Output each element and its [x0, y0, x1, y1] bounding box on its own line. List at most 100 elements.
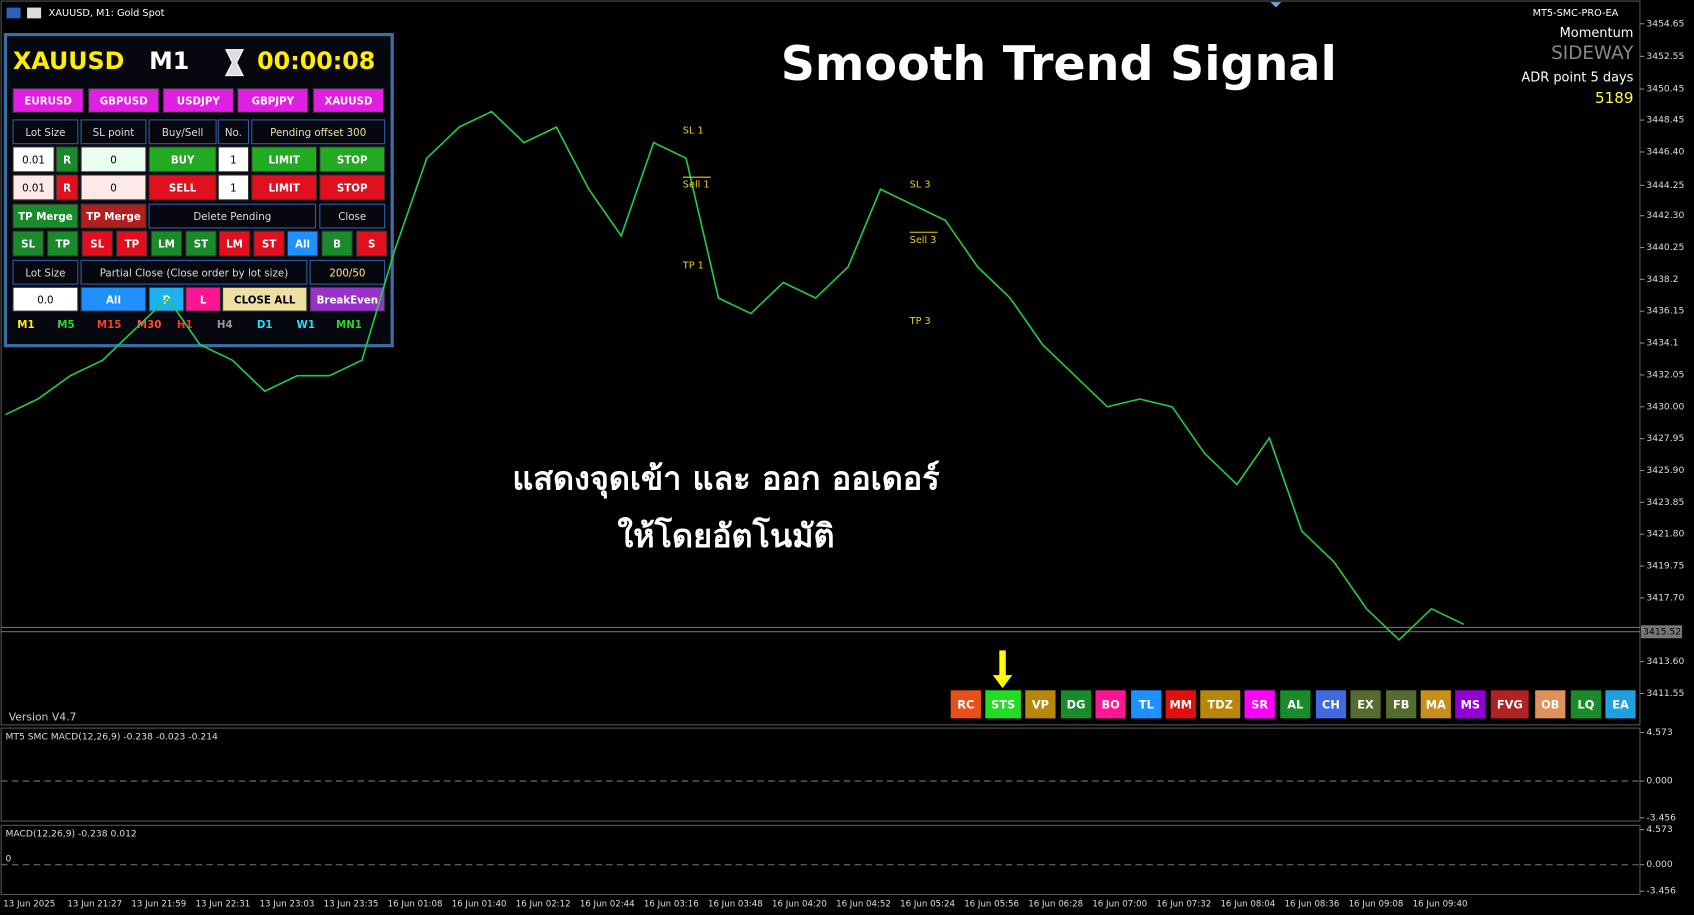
cell-label: L: [200, 294, 207, 306]
panel-cell: Partial Close (Close order by lot size): [80, 259, 308, 285]
cell-label: 0: [110, 154, 117, 166]
timeframe-button[interactable]: MN1: [336, 319, 362, 331]
tool-button[interactable]: LQ: [1570, 690, 1602, 719]
x-tick-label: 13 Jun 23:35: [324, 900, 379, 910]
panel-cell[interactable]: SL: [81, 230, 113, 257]
tool-button[interactable]: VP: [1025, 690, 1056, 719]
cell-label: 0: [110, 183, 117, 195]
panel-cell[interactable]: L: [185, 286, 221, 312]
timeframe-button[interactable]: H4: [217, 319, 233, 331]
panel-cell[interactable]: R: [55, 174, 79, 201]
cell-bg: [148, 203, 317, 229]
tool-button[interactable]: FVG: [1490, 690, 1529, 719]
version: Version V4.7: [9, 710, 77, 723]
panel-cell[interactable]: SL: [12, 230, 44, 257]
panel-cell[interactable]: 0: [80, 146, 147, 173]
cell-bg: [217, 119, 250, 145]
ea-name: MT5-SMC-PRO-EA: [1533, 8, 1619, 19]
panel-cell[interactable]: SELL: [148, 174, 217, 201]
panel-cell[interactable]: STOP: [319, 146, 386, 173]
button-bg: [1315, 690, 1347, 719]
tool-button[interactable]: OB: [1535, 690, 1566, 719]
panel-cell[interactable]: 0.01: [12, 174, 55, 201]
tool-button[interactable]: STS: [985, 690, 1021, 719]
tool-button[interactable]: EX: [1350, 690, 1381, 719]
tool-button[interactable]: TL: [1131, 690, 1162, 719]
panel-cell[interactable]: ST: [253, 230, 285, 257]
panel-cell[interactable]: GBPUSD: [88, 88, 160, 113]
panel-cell[interactable]: USDJPY: [162, 88, 234, 113]
panel-cell[interactable]: Delete Pending: [148, 203, 317, 229]
timeframe-button[interactable]: M1: [17, 319, 34, 331]
panel-cell[interactable]: TP: [47, 230, 79, 257]
panel-cell[interactable]: S: [356, 230, 388, 257]
timeframe-button[interactable]: W1: [297, 319, 315, 331]
cell-label: ST: [194, 239, 208, 251]
cell-bg: [251, 174, 318, 201]
cell-bg: [55, 146, 79, 173]
panel-cell[interactable]: BreakEven: [309, 286, 386, 312]
panel-cell[interactable]: LIMIT: [251, 146, 318, 173]
price-line: [5, 110, 1465, 641]
panel-cell[interactable]: All: [286, 230, 319, 257]
panel-cell[interactable]: LIMIT: [251, 174, 318, 201]
panel-cell[interactable]: EURUSD: [12, 88, 84, 113]
cell-label: Close: [338, 211, 366, 223]
y-tick-label: 3430.00: [1646, 401, 1684, 412]
panel-cell[interactable]: Close: [319, 203, 386, 229]
cell-bg: [12, 119, 79, 145]
panel-cell[interactable]: 0.0: [12, 286, 79, 312]
cell-bg: [12, 88, 84, 113]
y-tick-label: 3425.90: [1646, 465, 1684, 476]
overlay-title: Smooth Trend Signal: [781, 37, 1337, 92]
timeframe-button[interactable]: M15: [97, 319, 121, 331]
panel-cell[interactable]: XAUUSD: [312, 88, 385, 113]
cell-bg: [12, 203, 79, 229]
tool-button[interactable]: TDZ: [1200, 690, 1241, 719]
shift-marker: [1270, 2, 1282, 8]
cell-bg: [148, 174, 217, 201]
tool-button[interactable]: DG: [1060, 690, 1092, 719]
panel-cell[interactable]: GBPJPY: [237, 88, 309, 113]
cell-label: R: [63, 154, 71, 166]
cell-label: P: [163, 294, 171, 306]
panel-cell[interactable]: R: [55, 146, 79, 173]
button-label: SR: [1251, 697, 1268, 711]
timeframe-button[interactable]: M30: [137, 319, 161, 331]
panel-cell[interactable]: 1: [217, 174, 250, 201]
tool-button[interactable]: BO: [1095, 690, 1126, 719]
timeframe-button[interactable]: H1: [177, 319, 193, 331]
panel-cell[interactable]: 0.01: [12, 146, 55, 173]
cell-bg: [218, 230, 251, 257]
button-bg: [1095, 690, 1126, 719]
panel-cell[interactable]: All: [80, 286, 147, 312]
panel-cell[interactable]: B: [321, 230, 353, 257]
button-label: TDZ: [1208, 697, 1233, 711]
tool-button[interactable]: MM: [1165, 690, 1196, 719]
panel-cell[interactable]: 1: [217, 146, 250, 173]
panel-cell[interactable]: TP Merge: [80, 203, 147, 229]
cell-bg: [217, 174, 250, 201]
panel-cell[interactable]: CLOSE ALL: [222, 286, 308, 312]
panel-cell[interactable]: ST: [185, 230, 217, 257]
timeframe-button[interactable]: M5: [57, 319, 74, 331]
panel-cell[interactable]: LM: [218, 230, 251, 257]
panel-cell[interactable]: LM: [150, 230, 183, 257]
tool-button[interactable]: AL: [1280, 690, 1311, 719]
panel-cell[interactable]: TP Merge: [12, 203, 79, 229]
tool-button[interactable]: CH: [1315, 690, 1347, 719]
panel-cell[interactable]: BUY: [148, 146, 217, 173]
timeframe-button[interactable]: D1: [257, 319, 273, 331]
tool-button[interactable]: MA: [1420, 690, 1451, 719]
tool-button[interactable]: FB: [1386, 690, 1417, 719]
window-title: XAUUSD, M1: Gold Spot: [49, 8, 165, 19]
y-tick-label: 3421.80: [1646, 529, 1684, 540]
tool-button[interactable]: SR: [1244, 690, 1275, 719]
tool-button[interactable]: MS: [1455, 690, 1486, 719]
panel-cell[interactable]: 0: [80, 174, 147, 201]
button-bg: [1165, 690, 1196, 719]
tool-button[interactable]: RC: [950, 690, 981, 719]
panel-cell[interactable]: TP: [116, 230, 148, 257]
tool-button[interactable]: EA: [1605, 690, 1636, 719]
panel-cell[interactable]: STOP: [319, 174, 386, 201]
